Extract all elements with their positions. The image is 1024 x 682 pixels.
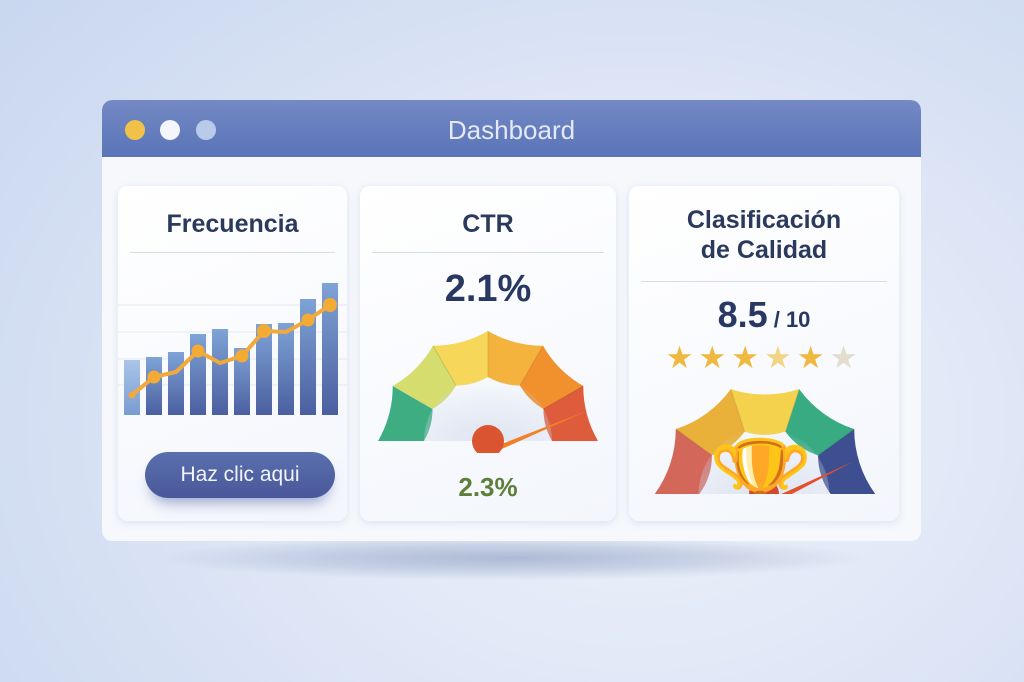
svg-text:🏆: 🏆 <box>709 435 814 494</box>
